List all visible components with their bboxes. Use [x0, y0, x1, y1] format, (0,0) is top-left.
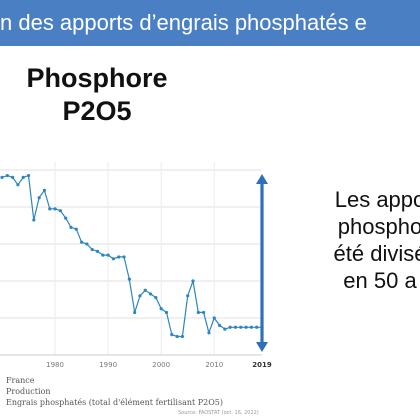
data-point: [101, 253, 105, 257]
data-point: [133, 310, 137, 315]
data-point: [186, 294, 190, 298]
side-caption-line-1: Les appo: [334, 187, 420, 212]
data-point: [5, 173, 9, 178]
meta-element: Production: [6, 387, 51, 396]
data-point: [164, 310, 169, 315]
data-point: [175, 334, 179, 339]
data-point: [228, 325, 232, 329]
data-point: [95, 249, 100, 253]
data-point: [239, 325, 243, 329]
data-point: [111, 257, 116, 261]
data-point: [217, 323, 222, 327]
data-point: [90, 247, 94, 252]
data-point: [64, 216, 68, 220]
x-tick-label: 2019: [252, 361, 272, 369]
chart-title: Phosphore P2O5: [22, 62, 172, 128]
chart-title-line-2: P2O5: [62, 96, 132, 126]
data-point: [154, 296, 158, 300]
data-point: [37, 196, 41, 200]
data-point: [180, 334, 185, 339]
meta-country: France: [6, 376, 35, 385]
title-banner: n des apports d’engrais phosphatés e: [0, 0, 420, 46]
data-point: [207, 331, 211, 335]
data-point: [196, 310, 200, 315]
data-point: [74, 227, 78, 231]
data-point: [0, 175, 4, 179]
data-point: [202, 310, 206, 315]
data-point: [233, 325, 238, 329]
data-point: [85, 242, 89, 246]
data-point: [42, 188, 47, 192]
data-point: [244, 325, 248, 329]
x-tick-label: 2000: [152, 361, 170, 369]
series-line: [1, 174, 262, 338]
data-point: [212, 316, 216, 320]
data-point: [26, 173, 31, 178]
data-point: [48, 207, 52, 211]
data-point: [223, 327, 227, 331]
chart-title-line-1: Phosphore: [26, 63, 168, 93]
data-point: [255, 325, 259, 329]
data-point: [122, 255, 126, 259]
data-point: [21, 175, 25, 179]
data-point: [138, 294, 142, 298]
data-point: [11, 175, 15, 179]
data-point: [159, 307, 163, 311]
data-point: [16, 183, 20, 187]
range-arrow-head-bottom: [256, 342, 268, 352]
side-caption-line-4: en 50 a: [343, 268, 417, 293]
banner-title: n des apports d’engrais phosphatés e: [0, 10, 367, 35]
data-point: [143, 288, 147, 292]
data-point: [53, 207, 57, 211]
meta-item: Engrais phosphatés (total d'élément fert…: [6, 398, 224, 407]
x-tick-label: 1990: [99, 361, 117, 369]
data-point: [170, 333, 174, 337]
data-point: [191, 279, 195, 283]
side-caption-line-2: phospho: [337, 214, 420, 239]
side-caption: Les appo phospho été divisé en 50 a: [280, 186, 420, 294]
data-point: [32, 218, 36, 222]
data-point: [69, 225, 73, 229]
source-note: Source: FAOSTAT (oct. 16, 2022): [178, 410, 259, 416]
data-point: [106, 253, 110, 257]
data-point: [148, 292, 153, 296]
data-point: [58, 209, 62, 213]
x-tick-label: 1980: [46, 361, 64, 369]
x-tick-label: 2010: [205, 361, 223, 369]
side-caption-line-3: été divisé: [333, 241, 420, 266]
data-point: [249, 325, 253, 329]
data-point: [79, 240, 84, 244]
data-point: [127, 277, 131, 281]
data-point: [117, 255, 121, 259]
range-arrow-head-top: [256, 174, 268, 184]
